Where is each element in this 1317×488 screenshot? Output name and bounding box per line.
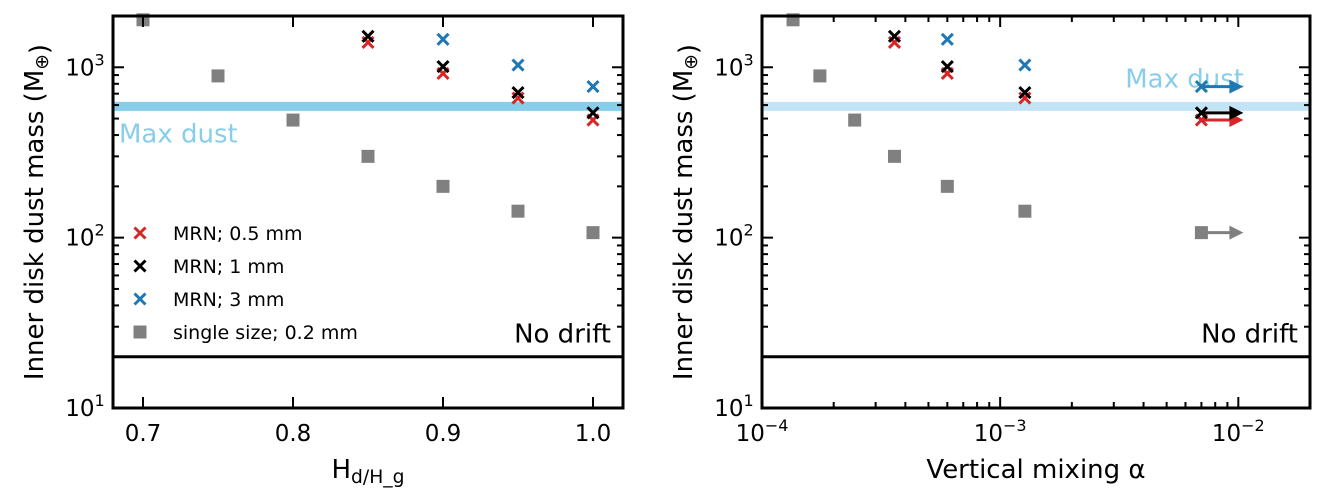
- legend-marker-black: [133, 259, 147, 273]
- point-gray-1: [211, 69, 225, 83]
- y-tick-label: 103: [65, 50, 104, 81]
- point-blue-1: [1018, 58, 1032, 72]
- y-tick-label-exp: 1: [95, 391, 105, 410]
- x-tick-label-exp: −3: [1003, 416, 1027, 435]
- point-gray-2: [286, 113, 300, 127]
- point-gray-3: [887, 149, 901, 163]
- point-gray-4: [436, 179, 450, 193]
- x-tick-label-base: 10: [736, 421, 765, 447]
- limit-point-gray: [1194, 226, 1208, 240]
- point-gray-5: [1018, 204, 1032, 218]
- y-tick-label-base: 10: [714, 226, 743, 252]
- x-tick-label-base: 10: [974, 421, 1003, 447]
- y-tick-label-exp: 3: [95, 50, 105, 69]
- point-gray-5: [511, 204, 525, 218]
- point-blue-1: [511, 58, 525, 72]
- max-dust-label: Max dust: [1125, 64, 1244, 94]
- limit-arrow-black: [1201, 105, 1244, 120]
- x-tick-label-exp: −4: [765, 416, 789, 435]
- y-tick-label: 101: [714, 391, 753, 422]
- y-tick-label: 102: [714, 221, 753, 252]
- point-blue-0: [940, 32, 954, 46]
- y-tick-label-exp: 2: [95, 221, 105, 240]
- y-tick-label-base: 10: [65, 55, 94, 81]
- no-drift-label: No drift: [514, 320, 611, 350]
- axes-frame: [760, 14, 1312, 410]
- point-black-1: [940, 59, 954, 74]
- y-tick-label-base: 10: [714, 55, 743, 81]
- legend-marker-blue: [133, 292, 147, 306]
- legend-label: single size; 0.2 mm: [173, 322, 358, 344]
- legend-label: MRN; 1 mm: [173, 256, 284, 278]
- point-gray-6: [586, 226, 600, 240]
- y-tick-label-exp: 1: [744, 391, 754, 410]
- legend-marker-red: [133, 226, 147, 240]
- y-tick-label: 102: [65, 221, 104, 252]
- point-blue-2: [586, 80, 600, 94]
- x-axis-label: Vertical mixing α: [926, 455, 1145, 485]
- axes-frame: [111, 14, 625, 410]
- x-tick-label-exp: −2: [1241, 416, 1265, 435]
- point-black-1: [436, 59, 450, 74]
- point-gray-1: [813, 69, 827, 83]
- x-tick-label: 1.0: [575, 421, 612, 447]
- x-tick-label: 0.9: [425, 421, 462, 447]
- no-drift-label: No drift: [1201, 320, 1298, 350]
- x-axis-label: Hd/H_g: [331, 455, 404, 488]
- y-tick-label: 101: [65, 391, 104, 422]
- point-black-0: [887, 29, 902, 43]
- y-tick-label: 103: [714, 50, 753, 81]
- y-axis-label: Inner disk dust mass (M⊕): [669, 44, 704, 380]
- point-black-2: [1018, 86, 1032, 100]
- y-tick-label-base: 10: [65, 396, 94, 422]
- x-tick-label: 10−2: [1212, 416, 1265, 447]
- legend-label: MRN; 0.5 mm: [173, 223, 303, 245]
- x-tick-label: 10−3: [974, 416, 1027, 447]
- y-tick-label-base: 10: [65, 226, 94, 252]
- x-tick-label-base: 10: [1212, 421, 1241, 447]
- x-tick-label: 0.7: [125, 421, 162, 447]
- y-tick-label-base: 10: [714, 396, 743, 422]
- point-black-3: [586, 106, 600, 120]
- x-tick-label: 0.8: [275, 421, 312, 447]
- point-gray-3: [361, 149, 375, 163]
- point-blue-0: [436, 32, 450, 46]
- y-tick-label-exp: 2: [744, 221, 754, 240]
- y-tick-label-exp: 3: [744, 50, 754, 69]
- max-dust-label: Max dust: [119, 119, 238, 149]
- limit-arrow-blue: [1201, 79, 1244, 94]
- point-gray-2: [848, 113, 862, 127]
- legend-label: MRN; 3 mm: [173, 289, 284, 311]
- limit-point-black: [1194, 106, 1208, 120]
- legend-marker-gray: [133, 325, 147, 339]
- limit-point-blue: [1194, 80, 1208, 94]
- y-axis-label: Inner disk dust mass (M⊕): [20, 44, 55, 380]
- x-tick-label: 10−4: [736, 416, 789, 447]
- point-gray-4: [940, 179, 954, 193]
- point-black-0: [361, 29, 375, 43]
- point-black-2: [511, 86, 525, 100]
